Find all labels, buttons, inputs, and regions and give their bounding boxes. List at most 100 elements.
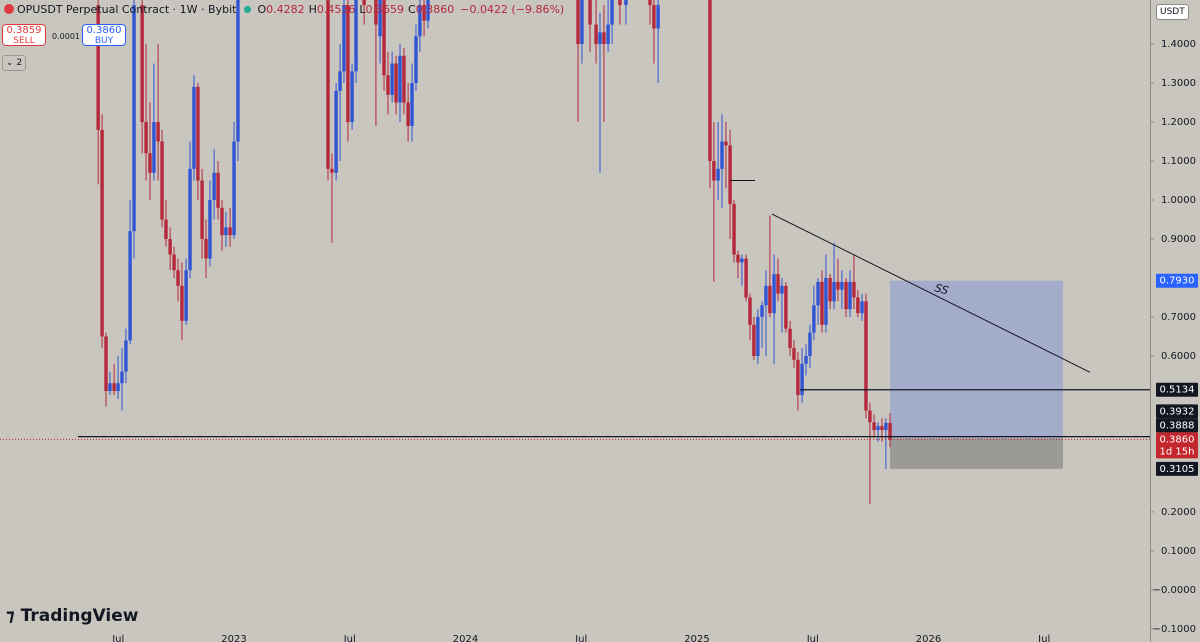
candle-body bbox=[208, 200, 212, 259]
candle-body bbox=[120, 371, 124, 384]
candle-body bbox=[196, 86, 200, 181]
candle-body bbox=[184, 270, 188, 321]
candle-body bbox=[342, 5, 346, 72]
candle-body bbox=[852, 281, 856, 298]
candle-body bbox=[172, 254, 176, 271]
indicator-toggle[interactable]: ⌄ 2 bbox=[2, 55, 26, 71]
price-label-bg bbox=[1156, 382, 1198, 397]
x-tick-label: 2026 bbox=[916, 634, 941, 642]
stop-zone bbox=[890, 438, 1063, 469]
x-tick-label: Jul bbox=[343, 634, 356, 642]
candle-body bbox=[598, 32, 602, 45]
candle-body bbox=[422, 5, 426, 21]
candle-body bbox=[800, 363, 804, 395]
candle-body bbox=[836, 281, 840, 290]
candle-body bbox=[812, 305, 816, 333]
candle-body bbox=[580, 0, 584, 45]
target-zone bbox=[890, 280, 1063, 439]
price-label: 0.3860 bbox=[1160, 434, 1195, 445]
candle-body bbox=[374, 0, 378, 25]
candle-body bbox=[378, 0, 382, 37]
price-label: 0.3105 bbox=[1160, 464, 1195, 475]
y-tick-label: −0.1000 bbox=[1153, 624, 1196, 635]
x-tick-label: 2024 bbox=[453, 634, 478, 642]
candle-body bbox=[326, 0, 330, 169]
buy-price: 0.3860 bbox=[86, 25, 122, 36]
logo-text: TradingView bbox=[20, 606, 139, 626]
candle-body bbox=[362, 0, 366, 6]
y-tick-label: 0.7000 bbox=[1161, 312, 1196, 323]
y-tick-label: 0.9000 bbox=[1161, 234, 1196, 245]
candle-body bbox=[804, 355, 808, 364]
ohlc-value: 0.3860 bbox=[415, 3, 455, 16]
candle-body bbox=[602, 32, 606, 45]
candle-body bbox=[124, 340, 128, 372]
x-tick-label: 2025 bbox=[684, 634, 709, 642]
indicator-count: 2 bbox=[16, 58, 23, 68]
candle-body bbox=[880, 426, 884, 431]
y-tick-label: 0.1000 bbox=[1161, 546, 1196, 557]
candle-body bbox=[108, 383, 112, 392]
candle-body bbox=[776, 274, 780, 294]
x-tick-label: Jul bbox=[574, 634, 587, 642]
buy-button[interactable]: 0.3860 BUY bbox=[82, 24, 126, 46]
y-tick-label: 1.3000 bbox=[1161, 78, 1196, 89]
candle-body bbox=[648, 0, 652, 6]
candle-body bbox=[884, 422, 888, 431]
candle-body bbox=[350, 71, 354, 123]
price-label-bg bbox=[1156, 273, 1198, 288]
candle-body bbox=[876, 426, 880, 431]
candle-body bbox=[338, 71, 342, 91]
candle-body bbox=[228, 227, 232, 236]
candle-body bbox=[168, 238, 172, 255]
candle-body bbox=[224, 227, 228, 236]
y-tick-label: 1.1000 bbox=[1161, 156, 1196, 167]
change: −0.0422 (−9.86%) bbox=[460, 3, 565, 16]
sell-button[interactable]: 0.3859 SELL bbox=[2, 24, 46, 46]
price-label-bg bbox=[1156, 461, 1198, 476]
currency-button[interactable]: USDT bbox=[1156, 4, 1189, 20]
candle-body bbox=[868, 410, 872, 423]
ohlc-value: 0.4536 bbox=[316, 3, 356, 16]
candle-body bbox=[720, 141, 724, 169]
candle-body bbox=[816, 281, 820, 306]
candle-body bbox=[872, 422, 876, 431]
y-tick-label: 0.6000 bbox=[1161, 351, 1196, 362]
annotation: SS bbox=[933, 281, 949, 297]
y-tick-label: 1.2000 bbox=[1161, 117, 1196, 128]
candle-body bbox=[144, 122, 148, 154]
y-tick-label: −0.0000 bbox=[1153, 585, 1196, 596]
ohlc-key: C bbox=[408, 3, 416, 16]
candle-body bbox=[386, 75, 390, 95]
ohlc-key: H bbox=[308, 3, 317, 16]
candle-body bbox=[426, 0, 430, 21]
candle-body bbox=[760, 305, 764, 317]
candle-body bbox=[756, 316, 760, 356]
candle-body bbox=[414, 36, 418, 84]
x-tick-label: Jul bbox=[1037, 634, 1050, 642]
logo: ⁊ TradingView bbox=[6, 606, 139, 626]
price-label: 0.3932 bbox=[1160, 406, 1195, 417]
candle-body bbox=[588, 0, 592, 25]
candle-body bbox=[330, 168, 334, 173]
candle-body bbox=[652, 5, 656, 29]
y-tick-label: 0.2000 bbox=[1161, 507, 1196, 518]
candle-body bbox=[744, 258, 748, 298]
candle-body bbox=[788, 328, 792, 349]
candle-body bbox=[402, 55, 406, 103]
price-label: 0.5134 bbox=[1160, 385, 1195, 396]
sell-price: 0.3859 bbox=[6, 25, 42, 36]
price-label: 0.3888 bbox=[1160, 420, 1195, 431]
candle-body bbox=[624, 0, 628, 6]
candle-body bbox=[618, 0, 622, 6]
candle-body bbox=[398, 55, 402, 103]
candle-body bbox=[728, 145, 732, 204]
candle-body bbox=[128, 231, 132, 341]
price-label-bg bbox=[1156, 432, 1198, 459]
candle-body bbox=[212, 172, 216, 201]
candle-body bbox=[148, 153, 152, 173]
candle-body bbox=[104, 336, 108, 392]
symbol: OPUSDT Perpetual Contract · 1W · Bybit bbox=[17, 3, 237, 16]
candle-body bbox=[390, 63, 394, 95]
